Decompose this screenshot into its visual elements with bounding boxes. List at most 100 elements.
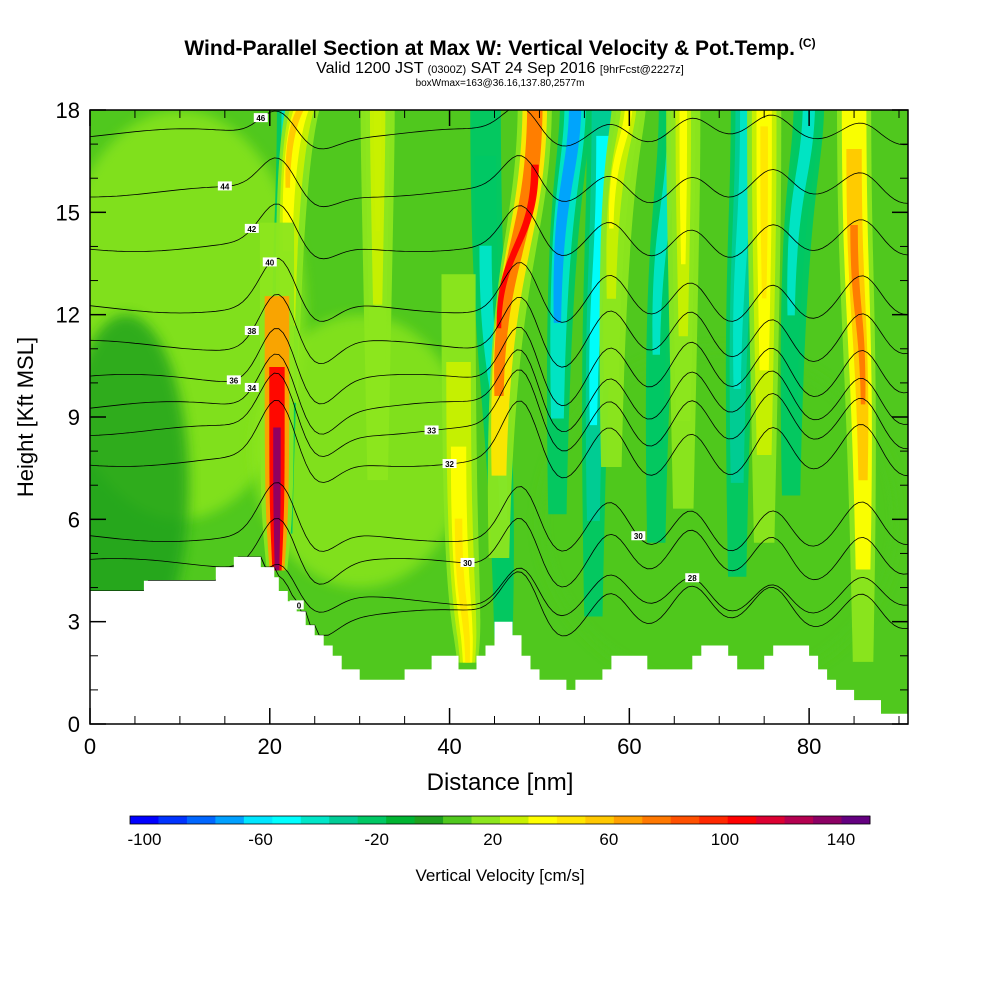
- updraft-band: [609, 110, 633, 229]
- y-tick-label: 18: [56, 98, 80, 123]
- y-axis-label: Height [Kft MSL]: [13, 337, 38, 497]
- isentrope-label: 44: [220, 182, 229, 191]
- isentrope-label: 28: [688, 574, 697, 583]
- downdraft-band: [550, 110, 586, 419]
- isentrope-line: [90, 369, 908, 457]
- isentrope-label-bg: [460, 557, 475, 567]
- field-patch: [90, 314, 189, 656]
- colorbar-swatch: [585, 816, 615, 824]
- colorbar-swatch: [556, 816, 586, 824]
- isentrope-line: [90, 203, 908, 260]
- isentrope-label-bg: [424, 425, 439, 435]
- isentrope-label-bg: [262, 257, 277, 267]
- isentrope-label-bg: [631, 531, 646, 541]
- isentrope-label-bg: [244, 325, 259, 335]
- title-tag: (C): [798, 36, 816, 50]
- isentrope-label: 36: [229, 376, 238, 385]
- colorbar-swatch: [528, 816, 558, 824]
- isentrope-label: 40: [265, 258, 274, 267]
- colorbar-frame: [129, 815, 871, 825]
- x-tick-label: 60: [617, 734, 641, 759]
- x-tick-label: 20: [258, 734, 282, 759]
- colorbar-swatch: [756, 816, 786, 824]
- colorbar-swatch: [329, 816, 359, 824]
- isentrope-label: 42: [247, 225, 256, 234]
- colorbar-swatch: [670, 816, 700, 824]
- isentrope-label: 30: [634, 532, 643, 541]
- isentrope-line: [90, 349, 908, 435]
- colorbar-swatch: [727, 816, 757, 824]
- isentrope-label: 30: [463, 559, 472, 568]
- colorbar-tick-label: 140: [827, 830, 855, 849]
- isentrope-label-bg: [442, 459, 457, 469]
- colorbar-swatch: [215, 816, 245, 824]
- colorbar-tick-label: -100: [127, 830, 161, 849]
- isentrope-label-bg: [253, 113, 268, 123]
- utc-time: (0300Z): [427, 64, 467, 76]
- box-wmax-info: boxWmax=163@36.16,137.80,2577m: [415, 78, 585, 89]
- valid-time: Valid 1200 JST: [316, 60, 424, 77]
- isentrope-line: [90, 400, 908, 483]
- colorbar: -100 -60 -20 20 60 100 140: [127, 815, 871, 849]
- downdraft-band: [784, 110, 820, 406]
- isentrope-label: 32: [445, 460, 454, 469]
- colorbar-label: Vertical Velocity [cm/s]: [415, 866, 584, 885]
- colorbar-swatch: [414, 816, 444, 824]
- terrain-mask: [90, 556, 908, 724]
- isentrope-label-bg: [244, 223, 259, 233]
- colorbar-swatch: [357, 816, 387, 824]
- colorbar-swatch: [642, 816, 672, 824]
- isentrope-label: 30: [292, 601, 301, 610]
- y-tick-label: 3: [68, 610, 80, 635]
- isentrope-line: [90, 110, 908, 150]
- colorbar-swatch: [158, 816, 188, 824]
- updraft-band: [273, 427, 281, 571]
- isentrope-label: 46: [256, 114, 265, 123]
- colorbar-swatch: [300, 816, 330, 824]
- x-tick-label: 80: [797, 734, 821, 759]
- colorbar-swatch: [841, 816, 871, 824]
- chart-subtitle: Valid 1200 JST (0300Z) SAT 24 Sep 2016 […: [0, 60, 1000, 78]
- colorbar-tick-label: -20: [364, 830, 389, 849]
- downdraft-band: [553, 110, 582, 323]
- y-tick-label: 15: [56, 200, 80, 225]
- colorbar-swatch: [500, 816, 529, 824]
- y-tick-label: 0: [68, 712, 80, 737]
- isentrope-line: [90, 326, 908, 407]
- field-patch: [539, 348, 900, 690]
- colorbar-tick-label: 60: [599, 830, 618, 849]
- updraft-band: [679, 110, 688, 265]
- colorbar-swatch: [471, 816, 501, 824]
- isentrope-label: 38: [247, 327, 256, 336]
- colorbar-swatch: [386, 816, 416, 824]
- updraft-band: [606, 110, 637, 299]
- updraft-band: [454, 518, 470, 663]
- colorbar-tick-label: 100: [711, 830, 739, 849]
- isentrope-line: [90, 257, 908, 323]
- y-tick-label: 12: [56, 303, 80, 328]
- x-tick-label: 40: [437, 734, 461, 759]
- colorbar-swatch: [130, 816, 159, 824]
- y-tick-label: 9: [68, 405, 80, 430]
- colorbar-swatch: [186, 816, 216, 824]
- downdraft-band: [787, 110, 815, 316]
- valid-date: SAT 24 Sep 2016: [470, 60, 596, 77]
- colorbar-swatch: [243, 816, 273, 824]
- updraft-band: [760, 126, 768, 299]
- x-axis-label: Distance [nm]: [427, 769, 574, 796]
- terrain: [90, 556, 908, 724]
- updraft-band: [494, 110, 543, 397]
- isentrope-label: 34: [247, 384, 256, 393]
- forecast-info: [9hrFcst@2227z]: [599, 64, 684, 76]
- isentrope-label-bg: [289, 600, 304, 610]
- x-tick-label: 0: [84, 734, 96, 759]
- axes: 0 36 9 12 15 18 0 20 40 60 80: [56, 98, 908, 759]
- colorbar-swatch: [699, 816, 729, 824]
- colorbar-tick-label: 20: [483, 830, 502, 849]
- isentrope-line: [90, 482, 908, 552]
- colorbar-swatch: [613, 816, 643, 824]
- colorbar-swatch: [813, 816, 843, 824]
- updraft-band: [373, 110, 382, 232]
- updraft-band: [496, 164, 539, 329]
